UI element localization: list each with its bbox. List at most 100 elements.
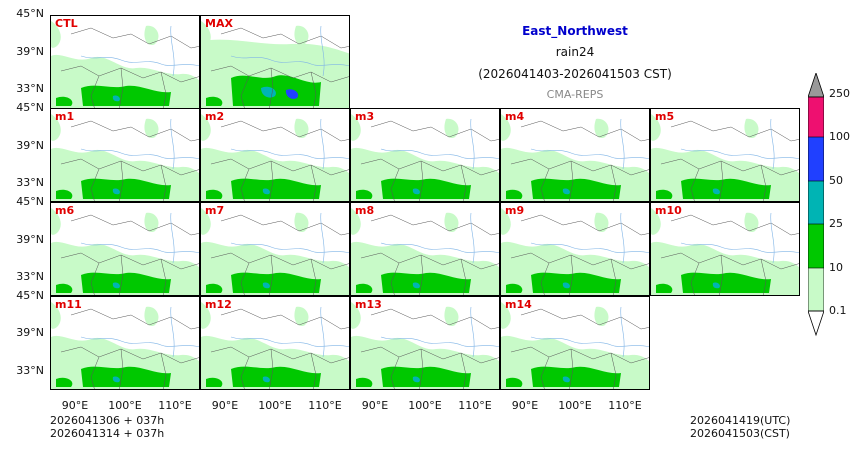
- colorbar-over-arrow: [808, 73, 824, 98]
- river-line: [230, 148, 349, 159]
- colorbar-segment: [808, 268, 824, 311]
- rain-moderate-area: [506, 377, 523, 387]
- province-boundary: [520, 308, 649, 330]
- rain-light-area: [351, 114, 361, 141]
- lat-tick: 45°N: [16, 289, 44, 302]
- province-boundary: [520, 120, 649, 142]
- rain-moderate-area: [656, 189, 673, 199]
- rain-light-area: [744, 212, 759, 233]
- rain-light-area: [444, 118, 459, 139]
- rain-light-area: [294, 306, 309, 327]
- rain-moderate-area: [506, 283, 523, 293]
- map-panel: m9: [500, 202, 650, 296]
- colorbar-segment: [808, 224, 824, 268]
- lat-tick: 33°N: [16, 82, 44, 95]
- rain-light-area: [351, 208, 361, 235]
- rain-moderate-area: [381, 272, 471, 293]
- lon-tick: 90°E: [211, 399, 239, 412]
- panel-label: m1: [55, 110, 75, 123]
- rain-light-area: [294, 212, 309, 233]
- province-boundary: [390, 160, 467, 201]
- river-line: [770, 118, 775, 170]
- rain-moderate-area: [231, 75, 321, 106]
- river-line: [320, 25, 325, 77]
- panel-label: m2: [205, 110, 225, 123]
- rain-light-area: [144, 25, 159, 46]
- map-panel: m11: [50, 296, 200, 390]
- river-line: [380, 148, 499, 159]
- lat-tick: 39°N: [16, 45, 44, 58]
- river-line: [80, 336, 199, 347]
- rain-light-area: [201, 114, 211, 141]
- rain-light-area: [351, 302, 361, 329]
- rain-heavy-area: [262, 282, 270, 289]
- rain-moderate-area: [531, 272, 621, 293]
- river-line: [80, 148, 199, 159]
- rain-light-area: [201, 302, 211, 329]
- colorbar-level: 25: [829, 217, 843, 230]
- province-boundary: [220, 308, 349, 330]
- river-line: [320, 212, 325, 264]
- rain-moderate-area: [81, 366, 171, 387]
- period-title: (2026041403-2026041503 CST): [478, 67, 672, 81]
- province-boundary: [220, 27, 349, 49]
- province-boundary: [90, 348, 167, 389]
- river-line: [680, 242, 799, 253]
- province-boundary: [670, 120, 799, 142]
- lon-tick: 110°E: [308, 399, 342, 412]
- map-panel: m1: [50, 108, 200, 202]
- river-line: [380, 242, 499, 253]
- lon-tick: 100°E: [408, 399, 442, 412]
- rain-light-area: [594, 212, 609, 233]
- colorbar-level: 10: [829, 261, 843, 274]
- river-line: [320, 306, 325, 358]
- lat-tick: 45°N: [16, 7, 44, 20]
- rain-light-area: [51, 302, 61, 329]
- rain-light-area: [444, 212, 459, 233]
- river-line: [320, 118, 325, 170]
- rain-light-area: [501, 208, 511, 235]
- province-boundary: [220, 120, 349, 142]
- rain-heavy-area: [112, 188, 120, 195]
- province-boundary: [70, 27, 199, 49]
- map-panel: m2: [200, 108, 350, 202]
- valid-time-cst: 2026041503(CST): [690, 427, 790, 440]
- rain-moderate-area: [56, 377, 73, 387]
- province-boundary: [70, 214, 199, 236]
- rain-moderate-area: [206, 377, 223, 387]
- colorbar: [808, 73, 824, 337]
- river-line: [230, 242, 349, 253]
- map-panel: m8: [350, 202, 500, 296]
- map-svg: [501, 114, 649, 201]
- colorbar-level: 0.1: [829, 304, 847, 317]
- rain-light-area: [294, 25, 309, 46]
- rain-heavy-area: [261, 86, 276, 98]
- province-boundary: [510, 252, 649, 270]
- map-panel: m12: [200, 296, 350, 390]
- valid-time-utc: 2026041419(UTC): [690, 414, 791, 427]
- river-line: [770, 212, 775, 264]
- province-boundary: [390, 348, 467, 389]
- map-svg: [201, 302, 349, 389]
- rain-moderate-area: [231, 366, 321, 387]
- province-boundary: [370, 214, 499, 236]
- province-boundary: [360, 346, 499, 364]
- rain-heavy-area: [412, 376, 420, 383]
- river-line: [80, 242, 199, 253]
- province-boundary: [210, 65, 349, 83]
- river-line: [620, 118, 625, 170]
- map-panel: m6: [50, 202, 200, 296]
- panel-label: m14: [505, 298, 532, 311]
- province-boundary: [240, 160, 317, 201]
- rain-light-area: [501, 302, 511, 329]
- map-panel: m5: [650, 108, 800, 202]
- province-boundary: [510, 346, 649, 364]
- province-boundary: [90, 67, 167, 108]
- province-boundary: [540, 254, 617, 295]
- province-boundary: [360, 158, 499, 176]
- province-boundary: [60, 252, 199, 270]
- river-line: [170, 212, 175, 264]
- panel-label: m6: [55, 204, 75, 217]
- rain-light-area: [294, 118, 309, 139]
- colorbar-segment: [808, 137, 824, 181]
